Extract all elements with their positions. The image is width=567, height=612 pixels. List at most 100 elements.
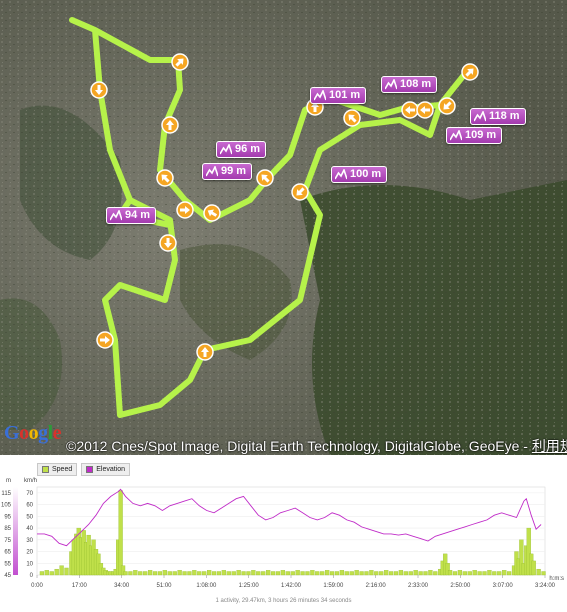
direction-marker[interactable] [438,97,456,115]
speed-bar [457,570,463,576]
speed-bar [123,571,128,576]
speed-bar [285,571,290,576]
speed-bar [143,571,148,576]
direction-marker[interactable] [203,204,221,222]
elevation-label-text: 118 m [489,110,520,122]
mountain-icon [450,130,462,141]
mountain-icon [220,144,232,155]
speed-bar [182,571,187,576]
right-tick-label: 0 [30,573,34,579]
legend-elevation[interactable]: Elevation [81,463,131,476]
speed-bar [231,571,236,576]
x-tick-label: 2:50:00 [450,583,471,589]
x-tick-label: 1:42:00 [281,583,302,589]
satellite-map[interactable]: Google ©2012 Cnes/Spot Image, Digital Ea… [0,0,567,455]
mountain-icon [385,79,397,90]
speed-bar [467,571,472,576]
speed-bar [241,571,246,576]
x-tick-label: 51:00 [156,583,172,589]
elevation-label-101[interactable]: 101 m [310,87,367,104]
elevation-label-118[interactable]: 118 m [470,108,526,125]
legend-speed-label: Speed [52,466,73,473]
left-tick-label: 65 [4,550,11,556]
speed-bar [39,571,45,576]
direction-marker[interactable] [291,183,309,201]
right-tick-label: 20 [26,550,33,556]
speed-elevation-chart[interactable]: m km/h 45 55 65 75 85 95 105 115 0 10 20 30 40 50 60 70 0:… [0,457,567,607]
elevation-label-94[interactable]: 94 m [106,207,157,224]
legend-speed[interactable]: Speed [37,463,78,476]
mountain-icon [110,210,122,221]
map-canvas[interactable] [0,0,567,455]
speed-bar [408,571,413,576]
google-logo: Google [4,422,62,444]
mountain-icon [474,111,486,122]
left-tick-label: 95 [4,514,11,520]
copyright-text: ©2012 Cnes/Spot Image, Digital Earth Tec… [66,438,520,454]
direction-marker[interactable] [90,81,108,99]
left-tick-label: 85 [4,526,11,532]
elevation-label-96[interactable]: 96 m [216,141,267,158]
activity-summary: 1 activity, 29.47km, 3 hours 26 minutes … [215,598,352,604]
speed-bar [403,571,408,576]
speed-bar [506,571,512,576]
mountain-icon [314,90,326,101]
direction-marker[interactable] [161,116,179,134]
speed-bar [54,568,59,576]
elevation-label-99[interactable]: 99 m [202,163,253,180]
speed-bar [354,570,359,576]
speed-bar [221,570,226,576]
direction-marker[interactable] [96,331,114,349]
speed-bar [147,570,153,576]
map-texture [0,0,567,455]
speed-bar [359,571,364,576]
direction-marker[interactable] [401,101,419,119]
x-tick-label: 1:08:00 [196,583,217,589]
direction-marker[interactable] [461,63,479,81]
speed-bar [202,571,207,576]
right-tick-label: 30 [26,538,33,544]
speed-bar [49,571,54,576]
speed-bar [349,571,354,576]
speed-bar [300,571,305,576]
right-tick-label: 40 [26,526,33,532]
speed-bar [374,571,379,576]
elevation-label-108[interactable]: 108 m [381,76,438,93]
speed-bar [492,571,497,576]
speed-bar [320,571,325,576]
speed-bar [472,570,477,576]
direction-marker[interactable] [196,343,214,361]
chart-legend: Speed Elevation [37,463,131,477]
direction-marker[interactable] [176,201,194,219]
speed-bar [290,571,295,576]
terms-link[interactable]: 利用規約 [531,438,567,454]
x-tick-label: 2:33:00 [408,583,429,589]
speed-bar [393,571,399,576]
elevation-label-109[interactable]: 109 m [446,127,503,144]
left-axis-unit: m [6,478,11,484]
right-axis-unit: km/h [24,478,37,484]
speed-bar [275,571,281,576]
x-axis-unit: h:m:s [549,576,564,582]
direction-marker[interactable] [156,169,174,187]
speed-bar [118,490,123,576]
speed-bar [388,571,394,576]
speed-bar [379,571,384,576]
direction-marker[interactable] [256,169,274,187]
chart-plot[interactable]: m km/h 45 55 65 75 85 95 105 115 0 10 20 30 40 50 60 70 0:… [0,457,567,607]
speed-bar [433,571,438,576]
speed-bar [526,527,531,576]
direction-marker[interactable] [343,109,361,127]
copyright-separator: - [519,438,532,454]
direction-marker[interactable] [171,53,189,71]
elevation-label-text: 94 m [125,209,151,221]
elevation-label-100[interactable]: 100 m [331,166,388,183]
speed-bar [344,571,349,576]
x-tick-label: 1:59:00 [323,583,344,589]
speed-bar [256,571,261,576]
direction-marker[interactable] [159,234,177,252]
speed-swatch [42,466,49,473]
speed-bar [157,571,163,576]
speed-bar [339,570,345,576]
direction-marker[interactable] [416,101,434,119]
